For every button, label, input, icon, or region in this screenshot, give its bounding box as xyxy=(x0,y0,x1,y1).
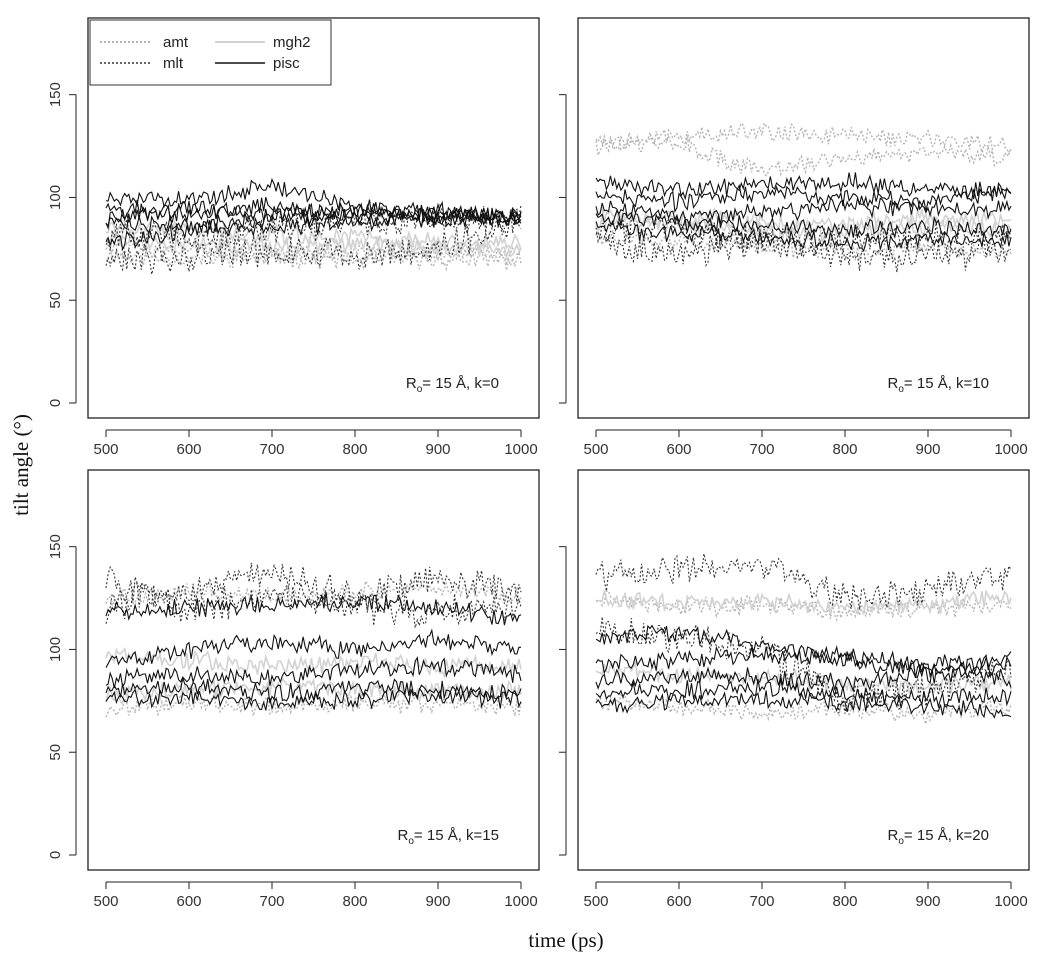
y-tick-label: 50 xyxy=(47,744,64,761)
legend-label-pisc: pisc xyxy=(273,55,300,72)
x-tick-label: 1000 xyxy=(504,441,537,458)
y-tick-label: 100 xyxy=(47,637,64,662)
series-line-mlt xyxy=(595,229,1012,273)
y-tick-label: 150 xyxy=(47,534,64,559)
x-tick-label: 800 xyxy=(832,893,857,910)
annotation-rest: = 15 Å, k=10 xyxy=(904,375,989,392)
panel-annotation: Ro= 15 Å, k=0 xyxy=(406,375,499,395)
x-tick-label: 900 xyxy=(425,893,450,910)
x-tick-label: 600 xyxy=(176,441,201,458)
series-line-pisc xyxy=(105,656,522,689)
plot-frame xyxy=(87,17,540,419)
annotation-r: R xyxy=(888,375,899,392)
series-line-mgh2 xyxy=(105,229,522,261)
annotation-sub: o xyxy=(898,836,904,847)
panel-annotation: Ro= 15 Å, k=20 xyxy=(888,827,989,847)
plot-frame xyxy=(577,469,1030,871)
series-line-pisc xyxy=(105,675,522,704)
series-line-mlt xyxy=(105,203,522,254)
y-tick-label: 0 xyxy=(47,399,64,407)
legend-label-amt: amt xyxy=(163,34,189,51)
x-tick-label: 1000 xyxy=(994,441,1027,458)
x-tick-label: 500 xyxy=(583,893,608,910)
series-line-pisc xyxy=(595,183,1012,214)
series-line-pisc xyxy=(595,645,1012,679)
series-line-pisc xyxy=(595,172,1012,202)
series-line-mlt xyxy=(105,204,522,275)
series-line-pisc xyxy=(595,678,1012,709)
x-tick-label: 500 xyxy=(93,441,118,458)
series-line-pisc xyxy=(105,207,522,252)
panel-top-left: 500 600 700 800 900 1000 0 50 100 150 Ro= 15 Å, k=… xyxy=(47,17,540,458)
x-tick-label: 1000 xyxy=(504,893,537,910)
series-line-amt xyxy=(106,247,522,272)
annotation-sub: o xyxy=(408,836,414,847)
x-tick-label: 800 xyxy=(342,893,367,910)
series-line-pisc xyxy=(595,209,1012,239)
series-line-pisc xyxy=(105,591,522,626)
annotation-r: R xyxy=(888,827,899,844)
series-line-pisc xyxy=(105,628,521,668)
x-tick-label: 1000 xyxy=(994,893,1027,910)
legend-box xyxy=(89,19,332,86)
panel-bottom-left: 500 600 700 800 900 1000 0 50 100 150 Ro= 15 Å, k=… xyxy=(47,469,540,910)
annotation-rest: = 15 Å, k=0 xyxy=(422,375,499,392)
series-line-mgh2 xyxy=(595,589,1012,616)
x-tick-label: 900 xyxy=(915,441,940,458)
y-tick-label: 150 xyxy=(47,82,64,107)
plot-frame xyxy=(87,469,540,871)
x-tick-label: 800 xyxy=(832,441,857,458)
x-tick-label: 500 xyxy=(583,441,608,458)
series-line-pisc xyxy=(595,219,1012,252)
panel-bottom-right: 500 600 700 800 900 1000 Ro= 15 Å, k=20 xyxy=(559,469,1030,910)
series-line-mlt xyxy=(595,216,1012,259)
series-line-mgh2 xyxy=(105,219,522,255)
y-tick-label: 0 xyxy=(47,851,64,859)
x-tick-label: 600 xyxy=(176,893,201,910)
series-line-amt xyxy=(105,579,522,609)
x-tick-label: 600 xyxy=(666,893,691,910)
x-tick-label: 700 xyxy=(259,441,284,458)
series-line-amt xyxy=(595,693,1012,727)
y-tick-label: 50 xyxy=(47,292,64,309)
series-line-pisc xyxy=(105,205,522,233)
x-tick-label: 900 xyxy=(425,441,450,458)
series-line-mlt xyxy=(105,562,522,624)
x-tick-label: 600 xyxy=(666,441,691,458)
x-tick-label: 800 xyxy=(342,441,367,458)
series-line-mlt xyxy=(105,565,522,628)
x-axis-title: time (ps) xyxy=(528,928,603,952)
legend-label-mlt: mlt xyxy=(163,55,184,72)
series-line-mlt xyxy=(595,616,1012,714)
legend-label-mgh2: mgh2 xyxy=(273,34,311,51)
x-tick-label: 700 xyxy=(259,893,284,910)
annotation-rest: = 15 Å, k=20 xyxy=(904,827,989,844)
panel-annotation: Ro= 15 Å, k=10 xyxy=(888,375,989,395)
annotation-sub: o xyxy=(417,384,423,395)
series-line-pisc xyxy=(595,665,1012,693)
series-line-pisc xyxy=(595,624,1012,674)
series-line-pisc xyxy=(595,690,1012,719)
x-tick-label: 700 xyxy=(749,441,774,458)
y-axis-title: tilt angle (°) xyxy=(9,414,33,516)
panel-top-right: 500 600 700 800 900 1000 Ro= 15 Å, k=10 xyxy=(559,17,1030,458)
annotation-rest: = 15 Å, k=15 xyxy=(414,827,499,844)
annotation-r: R xyxy=(406,375,417,392)
panel-annotation: Ro= 15 Å, k=15 xyxy=(398,827,499,847)
annotation-r: R xyxy=(398,827,409,844)
annotation-sub: o xyxy=(898,384,904,395)
series-line-pisc xyxy=(105,685,522,711)
x-tick-label: 900 xyxy=(915,893,940,910)
x-tick-label: 700 xyxy=(749,893,774,910)
y-tick-label: 100 xyxy=(47,185,64,210)
series-line-pisc xyxy=(595,196,1012,228)
series-line-amt xyxy=(595,229,1012,261)
legend: amt mgh2 mlt pisc xyxy=(89,19,332,86)
series-line-amt xyxy=(105,692,522,718)
plot-frame xyxy=(577,17,1030,419)
x-tick-label: 500 xyxy=(93,893,118,910)
series-line-amt xyxy=(595,121,1012,156)
